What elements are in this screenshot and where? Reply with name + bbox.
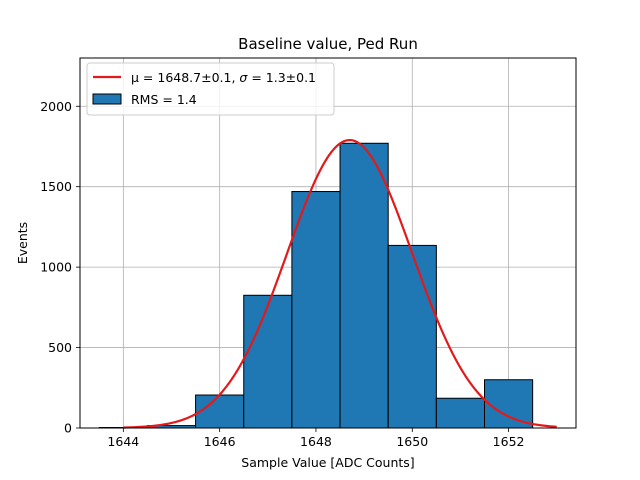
chart-title: Baseline value, Ped Run — [238, 35, 418, 53]
x-tick-label: 1646 — [204, 434, 236, 449]
x-tick-label: 1648 — [300, 434, 332, 449]
histogram-bar — [484, 379, 534, 429]
histogram-bars — [98, 142, 534, 429]
x-tick-label: 1650 — [396, 434, 428, 449]
x-axis-label: Sample Value [ADC Counts] — [241, 455, 414, 470]
histogram-bar — [195, 394, 245, 429]
legend: μ = 1648.7±0.1, σ = 1.3±0.1 RMS = 1.4 — [86, 62, 335, 116]
y-tick-label: 1000 — [40, 260, 72, 275]
y-axis-ticks: 0 500 1000 1500 2000 — [40, 99, 80, 436]
legend-rms-label: RMS = 1.4 — [131, 92, 197, 107]
histogram-bar — [387, 244, 437, 429]
y-tick-label: 0 — [64, 421, 72, 436]
histogram-bar — [291, 191, 341, 429]
y-tick-label: 500 — [48, 340, 72, 355]
gaussian-fit-curve — [123, 138, 557, 429]
histogram-bar — [435, 397, 486, 429]
legend-rms-patch-swatch — [92, 93, 122, 105]
legend-fit-label: μ = 1648.7±0.1, σ = 1.3±0.1 — [131, 70, 316, 85]
legend-box — [86, 62, 335, 116]
y-tick-label: 2000 — [40, 99, 72, 114]
histogram-bar — [339, 142, 389, 429]
y-axis-label: Events — [15, 222, 30, 264]
x-tick-label: 1652 — [493, 434, 525, 449]
y-tick-label: 1500 — [40, 179, 72, 194]
x-tick-label: 1644 — [107, 434, 139, 449]
histogram-bar — [243, 294, 293, 429]
plot-frame — [79, 57, 577, 429]
x-axis-ticks: 1644 1646 1648 1650 1652 — [107, 428, 524, 449]
